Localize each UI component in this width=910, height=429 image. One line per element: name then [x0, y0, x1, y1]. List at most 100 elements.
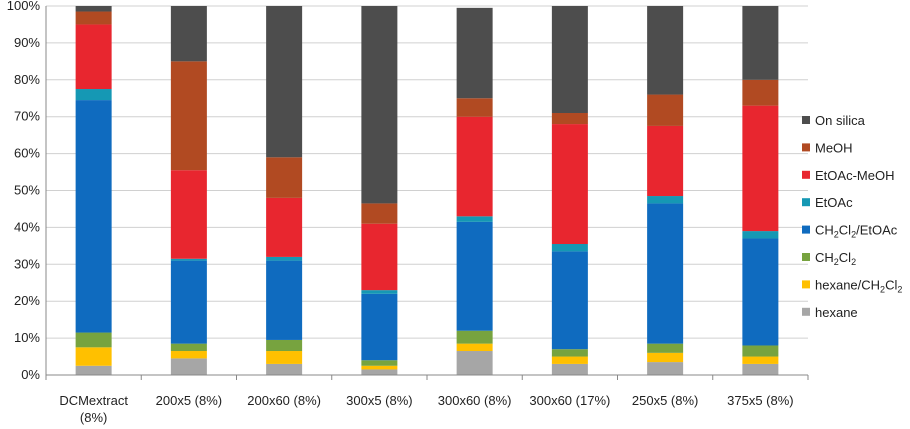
bar-segment — [361, 360, 398, 366]
legend-label: hexane — [815, 305, 858, 320]
y-tick-label: 100% — [7, 0, 41, 13]
bar-segment — [170, 260, 207, 344]
bar-segment — [551, 244, 588, 252]
bar-segment — [75, 89, 112, 101]
bar-segment — [170, 358, 207, 375]
bar-segment — [75, 332, 112, 348]
bar-segment — [551, 349, 588, 357]
y-tick-label: 70% — [14, 109, 40, 124]
bar-segment — [456, 116, 493, 217]
bar-segment — [170, 351, 207, 359]
x-category-label: 300x60 (8%) — [438, 393, 512, 408]
x-category-label: 300x5 (8%) — [346, 393, 412, 408]
bar-segment — [266, 6, 303, 158]
bar-segment — [456, 343, 493, 352]
y-tick-label: 20% — [14, 293, 40, 308]
bar-segment — [742, 345, 779, 357]
bar-segment — [361, 369, 398, 375]
x-axis — [45, 6, 809, 380]
legend-label: hexane/CH2Cl2 — [815, 277, 902, 294]
x-category-label: 300x60 (17%) — [529, 393, 610, 408]
bar-segment — [551, 363, 588, 375]
legend-label: CH2Cl2 — [815, 250, 856, 267]
x-category-label: 250x5 (8%) — [632, 393, 698, 408]
bar-segment — [75, 24, 112, 90]
bar-segment — [742, 356, 779, 364]
bar-segment — [742, 231, 779, 239]
bar-segment — [742, 105, 779, 232]
y-tick-label: 90% — [14, 35, 40, 50]
bar-segment — [647, 362, 684, 375]
legend-swatch — [802, 253, 810, 261]
bar-segment — [551, 251, 588, 350]
bar-segment — [75, 347, 112, 366]
x-category-label: 375x5 (8%) — [727, 393, 793, 408]
bar-segment — [170, 6, 207, 62]
y-tick-label: 30% — [14, 256, 40, 271]
legend-swatch — [802, 198, 810, 207]
x-category-label: 200x5 (8%) — [156, 393, 222, 408]
bar-segment — [361, 223, 398, 291]
bar-segment — [75, 6, 112, 12]
bar-segment — [361, 365, 398, 370]
bar-segment — [266, 351, 303, 364]
x-category-label: (8%) — [80, 410, 107, 425]
bar-segment — [742, 238, 779, 346]
y-tick-label: 40% — [14, 219, 40, 234]
legend-label: MeOH — [815, 140, 853, 155]
bar-segment — [647, 196, 684, 204]
bar-segment — [361, 6, 398, 204]
bar-segment — [361, 290, 398, 294]
legend-label: CH2Cl2/EtOAc — [815, 223, 898, 240]
legend-swatch — [802, 170, 810, 179]
bar-segment — [456, 351, 493, 375]
bar-segment — [456, 98, 493, 117]
bar-segment — [456, 330, 493, 344]
bar-segment — [742, 363, 779, 375]
bar-segment — [647, 352, 684, 363]
bar-segment — [647, 125, 684, 197]
y-tick-label: 10% — [14, 330, 40, 345]
bar-segment — [170, 170, 207, 259]
bar-segment — [456, 7, 493, 99]
bar-segment — [75, 11, 112, 25]
bar-segment — [551, 124, 588, 245]
bar-segment — [361, 203, 398, 224]
bar-segment — [551, 6, 588, 114]
bar-segment — [266, 339, 303, 352]
y-tick-label: 50% — [14, 183, 40, 198]
legend-swatch — [802, 225, 810, 234]
legend-label: EtOAc-MeOH — [815, 168, 894, 183]
legend-swatch — [802, 307, 810, 316]
bar-segment — [170, 61, 207, 171]
legend: On silica MeOH EtOAc-MeOH EtOAc CH2Cl2/EtOAc… — [802, 113, 902, 320]
bar-segment — [361, 293, 398, 361]
bar-stacks — [75, 6, 779, 375]
legend-swatch — [802, 116, 810, 124]
bar-segment — [456, 221, 493, 331]
x-category-label: 200x60 (8%) — [247, 393, 321, 408]
bar-segment — [551, 113, 588, 125]
bar-segment — [266, 260, 303, 340]
legend-swatch — [802, 143, 810, 152]
legend-label: On silica — [815, 113, 866, 128]
bar-segment — [266, 157, 303, 198]
bar-segment — [456, 216, 493, 222]
y-tick-label: 80% — [14, 72, 40, 87]
y-tick-label: 0% — [21, 367, 40, 382]
bar-segment — [742, 6, 779, 80]
legend-swatch — [802, 280, 810, 289]
y-tick-label: 60% — [14, 146, 40, 161]
bar-segment — [170, 258, 207, 261]
bar-segment — [647, 94, 684, 126]
bar-segment — [647, 343, 684, 353]
y-gridlines — [46, 5, 808, 339]
bar-segment — [75, 365, 112, 375]
legend-label: EtOAc — [815, 195, 853, 210]
y-axis-ticks: 0% 10% 20% 30% 40% 50% 60% 70% 80% 90% 100% — [7, 0, 41, 382]
bar-segment — [266, 197, 303, 257]
x-category-label: DCMextract — [59, 393, 128, 408]
bar-segment — [266, 363, 303, 375]
bar-segment — [742, 79, 779, 106]
